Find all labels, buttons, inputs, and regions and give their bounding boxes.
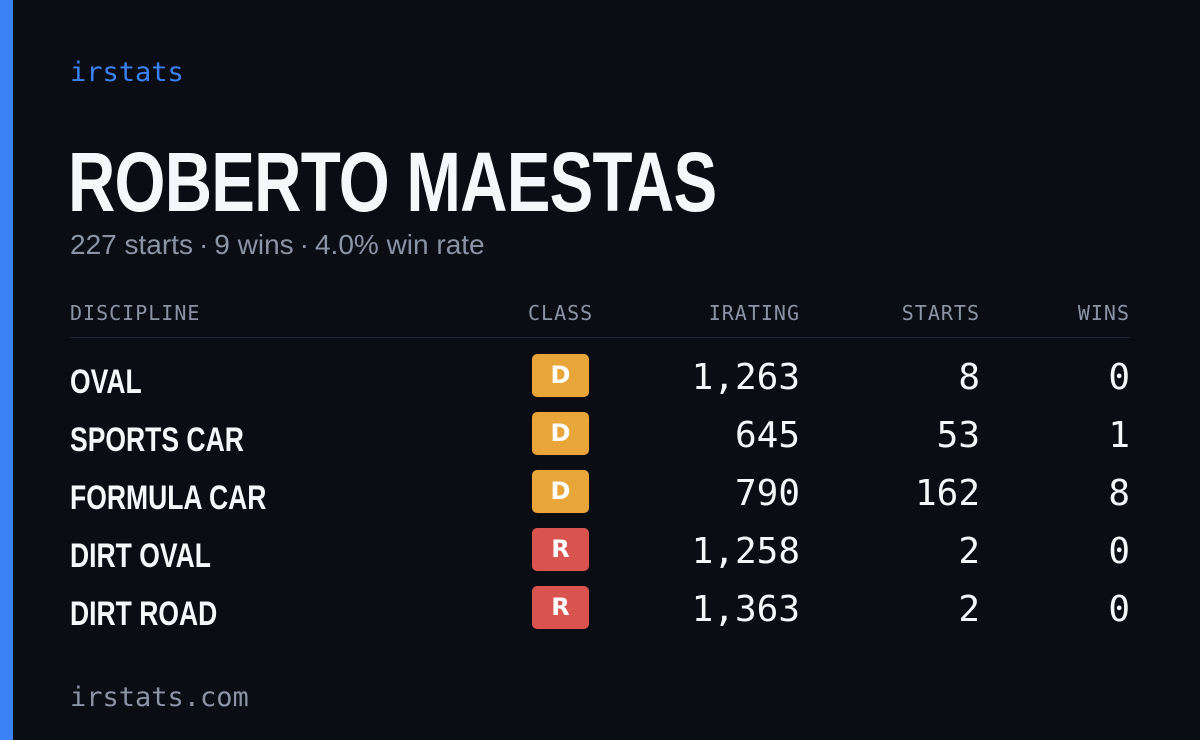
- license-class-badge: D: [532, 354, 589, 397]
- wins-value: 0: [1108, 531, 1130, 572]
- table-row: DIRT ROAD R 1,363 2 0: [70, 586, 1130, 644]
- summary-win-rate: 4.0% win rate: [314, 229, 485, 260]
- starts-value: 2: [958, 589, 980, 630]
- summary-starts: 227 starts: [70, 229, 193, 260]
- irating-value: 1,363: [691, 589, 800, 630]
- table-row: OVAL D 1,263 8 0: [70, 354, 1130, 412]
- starts-value: 53: [936, 415, 980, 456]
- summary-separator: ·: [198, 229, 209, 260]
- wins-value: 0: [1108, 589, 1130, 630]
- table-row: SPORTS CAR D 645 53 1: [70, 412, 1130, 470]
- wins-value: 1: [1108, 415, 1130, 456]
- starts-value: 8: [958, 357, 980, 398]
- discipline-name: OVAL: [70, 363, 142, 401]
- header-class: CLASS: [528, 301, 594, 325]
- table-row: DIRT OVAL R 1,258 2 0: [70, 528, 1130, 586]
- driver-summary: 227 starts · 9 wins · 4.0% win rate: [70, 228, 485, 262]
- discipline-name: FORMULA CAR: [70, 479, 267, 517]
- header-discipline: DISCIPLINE: [70, 301, 201, 325]
- wins-value: 8: [1108, 473, 1130, 514]
- table-row: FORMULA CAR D 790 162 8: [70, 470, 1130, 528]
- irating-value: 1,258: [691, 531, 800, 572]
- license-class-badge: R: [532, 528, 589, 571]
- driver-name: ROBERTO MAESTAS: [68, 135, 717, 229]
- wins-value: 0: [1108, 357, 1130, 398]
- license-class-badge: D: [532, 412, 589, 455]
- discipline-name: DIRT ROAD: [70, 595, 218, 633]
- header-wins: WINS: [1077, 301, 1130, 325]
- irating-value: 645: [734, 415, 800, 456]
- irating-value: 1,263: [691, 357, 800, 398]
- header-starts: STARTS: [901, 301, 980, 325]
- brand-logo-text: irstats: [70, 57, 184, 88]
- footer-url: irstats.com: [70, 682, 249, 713]
- license-class-badge: R: [532, 586, 589, 629]
- accent-bar: [0, 0, 13, 740]
- discipline-name: DIRT OVAL: [70, 537, 211, 575]
- irating-value: 790: [734, 473, 800, 514]
- header-irating: IRATING: [708, 301, 800, 325]
- discipline-name: SPORTS CAR: [70, 421, 244, 459]
- starts-value: 162: [914, 473, 980, 514]
- summary-wins: 9 wins: [214, 229, 294, 260]
- license-class-badge: D: [532, 470, 589, 513]
- starts-value: 2: [958, 531, 980, 572]
- summary-separator: ·: [299, 229, 309, 260]
- table-header: DISCIPLINE CLASS IRATING STARTS WINS: [70, 300, 1130, 338]
